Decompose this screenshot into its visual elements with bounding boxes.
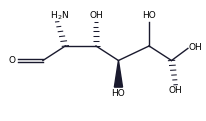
Text: $_2$N: $_2$N [57,9,69,22]
Text: HO: HO [112,89,125,98]
Text: H: H [50,11,57,20]
Text: O: O [8,56,15,65]
Text: OH: OH [189,43,203,52]
Text: OH: OH [89,11,103,20]
Text: HO: HO [142,11,156,20]
Polygon shape [114,60,123,87]
Text: OH: OH [169,86,183,95]
